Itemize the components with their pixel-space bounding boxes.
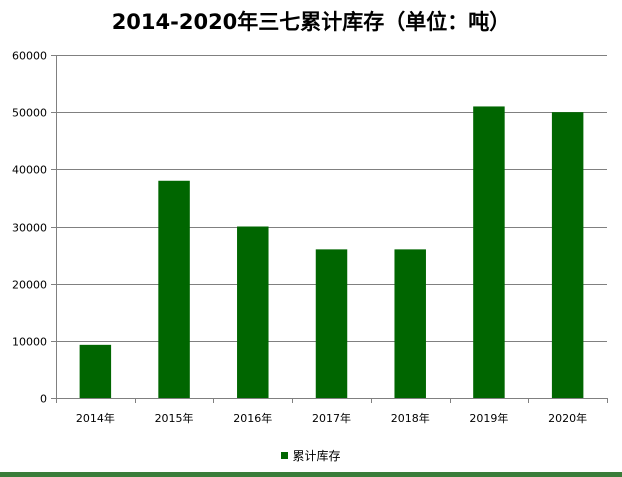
bar xyxy=(473,106,505,398)
bar xyxy=(79,344,112,398)
x-tick-label: 2016年 xyxy=(233,411,272,425)
y-tick-label: 20000 xyxy=(12,279,47,292)
legend-label: 累计库存 xyxy=(292,449,341,463)
bar xyxy=(315,249,348,398)
chart-title: 2014-2020年三七累计库存（单位：吨） xyxy=(111,10,511,34)
bar xyxy=(551,112,584,399)
legend-swatch xyxy=(281,452,289,459)
bar xyxy=(158,180,190,398)
y-tick-label: 60000 xyxy=(12,50,47,63)
y-tick-label: 50000 xyxy=(12,107,47,120)
chart-legend: 累计库存 xyxy=(0,447,622,464)
y-tick-label: 30000 xyxy=(12,222,47,235)
bar xyxy=(237,226,269,398)
x-tick-label: 2020年 xyxy=(548,411,587,425)
y-tick-label: 40000 xyxy=(12,164,47,177)
x-tick-label: 2015年 xyxy=(155,411,194,425)
y-tick-label: 10000 xyxy=(12,336,47,349)
y-tick-label: 0 xyxy=(40,393,47,406)
x-tick-label: 2019年 xyxy=(469,411,508,425)
bottom-border xyxy=(0,472,622,477)
x-tick-label: 2014年 xyxy=(76,411,115,425)
x-tick-label: 2018年 xyxy=(391,411,430,425)
x-tick-label: 2017年 xyxy=(312,411,351,425)
bar xyxy=(394,249,426,398)
